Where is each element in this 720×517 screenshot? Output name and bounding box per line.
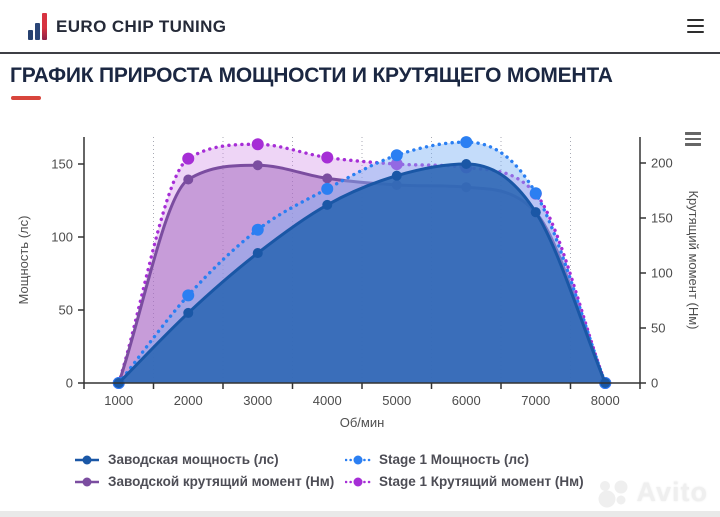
data-point[interactable]: [460, 136, 473, 149]
avito-circles-icon: [598, 480, 627, 507]
legend-label: Заводская мощность (лс): [108, 452, 279, 467]
data-point[interactable]: [322, 199, 333, 210]
legend-label: Заводской крутящий момент (Нм): [108, 474, 335, 489]
legend-item-factory-power[interactable]: Заводская мощность (лс): [74, 452, 345, 467]
legend-marker-glyph: [345, 477, 371, 486]
data-point[interactable]: [390, 149, 403, 162]
x-tick-label: 4000: [313, 393, 342, 408]
legend-marker-glyph: [75, 455, 99, 464]
x-tick-label: 1000: [104, 393, 133, 408]
bottom-strip: [0, 511, 720, 517]
brand[interactable]: EURO CHIP TUNING: [28, 12, 227, 40]
hamburger-icon[interactable]: [687, 16, 704, 36]
title-block: ГРАФИК ПРИРОСТА МОЩНОСТИ И КРУТЯЩЕГО МОМ…: [0, 54, 720, 100]
data-point[interactable]: [391, 170, 402, 181]
legend-label: Stage 1 Крутящий момент (Нм): [379, 474, 584, 489]
y-axis-left-title: Мощность (лс): [16, 216, 31, 305]
y-left-tick-label: 100: [51, 230, 73, 245]
data-point[interactable]: [251, 138, 264, 151]
data-point[interactable]: [182, 289, 195, 302]
y-right-tick-label: 50: [651, 321, 665, 336]
data-point[interactable]: [252, 160, 263, 171]
legend-marker-icon: [345, 453, 371, 467]
y-right-tick-label: 200: [651, 156, 673, 171]
data-point[interactable]: [321, 151, 334, 164]
x-tick-label: 8000: [591, 393, 620, 408]
legend-marker-icon: [74, 453, 100, 467]
chart-legend: Заводская мощность (лс) Заводской крутящ…: [0, 452, 720, 489]
legend-column-left: Заводская мощность (лс) Заводской крутящ…: [74, 452, 345, 489]
data-point[interactable]: [530, 207, 541, 218]
data-point[interactable]: [252, 248, 263, 259]
x-tick-label: 2000: [174, 393, 203, 408]
data-point[interactable]: [183, 174, 194, 185]
watermark: Avito: [596, 477, 709, 508]
legend-marker-glyph: [345, 455, 371, 464]
x-tick-label: 6000: [452, 393, 481, 408]
data-point[interactable]: [182, 152, 195, 165]
y-right-tick-label: 150: [651, 211, 673, 226]
data-point[interactable]: [251, 223, 264, 236]
data-point[interactable]: [183, 307, 194, 318]
watermark-text: Avito: [636, 477, 708, 507]
y-right-tick-label: 0: [651, 376, 658, 391]
data-point[interactable]: [529, 187, 542, 200]
data-point[interactable]: [321, 182, 334, 195]
series-area-0: [118, 164, 606, 383]
y-left-tick-label: 50: [59, 303, 73, 318]
page-title: ГРАФИК ПРИРОСТА МОЩНОСТИ И КРУТЯЩЕГО МОМ…: [10, 64, 613, 87]
legend-item-stage1-torque[interactable]: Stage 1 Крутящий момент (Нм): [345, 474, 616, 489]
y-left-tick-label: 0: [66, 376, 73, 391]
series-line-0: [117, 162, 607, 385]
legend-marker-icon: [74, 475, 100, 489]
chart-svg: Мощность (лс) Крутящий момент (Нм) Об/ми…: [16, 136, 701, 430]
x-axis-title: Об/мин: [340, 415, 385, 430]
x-tick-label: 5000: [382, 393, 411, 408]
legend-marker-glyph: [75, 477, 99, 486]
data-point[interactable]: [390, 158, 403, 171]
legend-label: Stage 1 Мощность (лс): [379, 452, 529, 467]
legend-item-stage1-power[interactable]: Stage 1 Мощность (лс): [345, 452, 616, 467]
x-tick-label: 7000: [521, 393, 550, 408]
data-point[interactable]: [322, 173, 333, 184]
legend-marker-icon: [345, 475, 371, 489]
legend-item-factory-torque[interactable]: Заводской крутящий момент (Нм): [74, 474, 345, 489]
chart-container: Мощность (лс) Крутящий момент (Нм) Об/ми…: [0, 102, 720, 447]
y-right-tick-label: 100: [651, 266, 673, 281]
y-left-tick-label: 150: [51, 157, 73, 172]
title-accent-dash: [11, 96, 41, 100]
brand-name: EURO CHIP TUNING: [56, 16, 227, 36]
header: EURO CHIP TUNING: [0, 0, 720, 54]
y-axis-right-title: Крутящий момент (Нм): [686, 190, 701, 329]
chart-context-menu-icon[interactable]: [685, 132, 701, 146]
bar-chart-logo-icon: [28, 12, 47, 40]
legend-column-right: Stage 1 Мощность (лс) Stage 1 Крутящий м…: [345, 452, 616, 489]
x-tick-label: 3000: [243, 393, 272, 408]
data-point[interactable]: [461, 159, 472, 169]
